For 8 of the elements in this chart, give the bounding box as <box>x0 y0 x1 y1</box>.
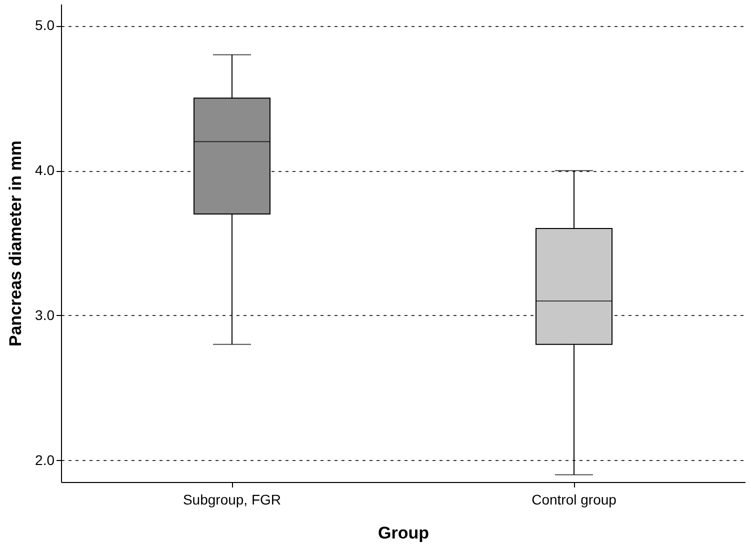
y-tick-label: 2.0 <box>35 452 55 468</box>
y-tick-label: 3.0 <box>35 306 55 323</box>
y-tick-label: 4.0 <box>35 162 55 178</box>
x-axis-title: Group <box>378 524 429 542</box>
x-tick-label: Control group <box>532 492 617 508</box>
y-tick-label: 5.0 <box>35 17 55 34</box>
x-tick-label: Subgroup, FGR <box>182 492 282 508</box>
y-axis-title: Pancreas diameter in mm <box>6 140 26 346</box>
